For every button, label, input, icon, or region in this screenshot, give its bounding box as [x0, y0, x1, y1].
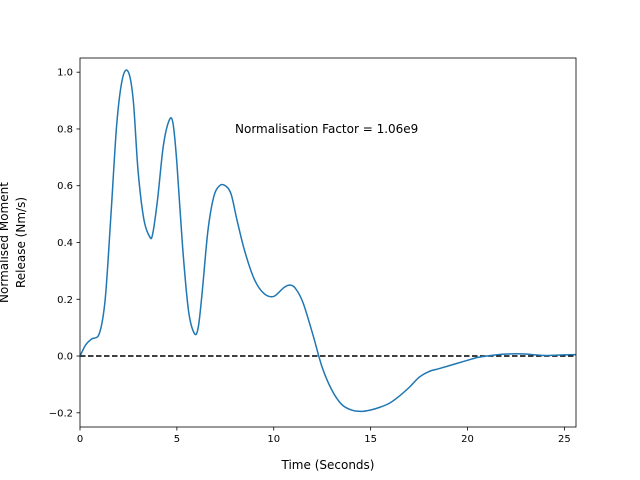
y-tick-label: 0.6 [57, 181, 73, 192]
y-axis-label-line-2: Release (Nm/s) [14, 197, 28, 288]
y-axis-label: Normalised Moment Release (Nm/s) [0, 182, 28, 303]
y-tick-label: 0.4 [57, 238, 73, 249]
x-tick-label: 15 [364, 434, 377, 445]
y-axis-ticks: −0.2 0.0 0.2 0.4 0.6 0.8 1.0 [49, 68, 80, 419]
x-tick-label: 5 [174, 434, 180, 445]
y-tick-label: −0.2 [49, 408, 73, 419]
x-tick-label: 25 [558, 434, 571, 445]
y-tick-label: 0.0 [57, 352, 73, 363]
normalisation-annotation: Normalisation Factor = 1.06e9 [235, 122, 418, 136]
y-tick-label: 0.2 [57, 295, 73, 306]
y-tick-label: 1.0 [57, 68, 73, 79]
y-axis-label-line-1: Normalised Moment [0, 182, 11, 303]
x-axis-label: Time (Seconds) [281, 458, 375, 472]
y-tick-label: 0.8 [57, 124, 73, 135]
x-axis-ticks: 0 5 10 15 20 25 [77, 427, 571, 445]
x-tick-label: 0 [77, 434, 83, 445]
x-tick-label: 10 [267, 434, 280, 445]
x-tick-label: 20 [461, 434, 474, 445]
series-line [79, 69, 577, 413]
